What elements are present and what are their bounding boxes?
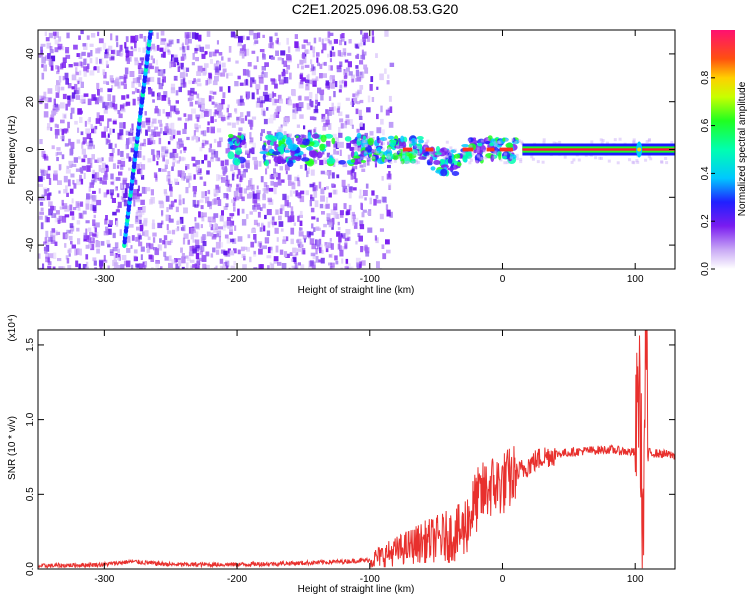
colorbar-tick-label: 0.8: [700, 70, 711, 84]
bottom-x-tick-label: -300: [94, 574, 114, 585]
bottom-x-axis-label: Height of straight line (km): [298, 584, 415, 595]
bottom-x-tick-label: -100: [360, 574, 380, 585]
top-y-tick-label: 40: [25, 48, 36, 60]
top-x-tick-label: -200: [227, 274, 247, 285]
bottom-y-tick-label: 1.5: [25, 338, 36, 352]
colorbar-label: Normalized spectral amplitude: [737, 81, 748, 216]
top-y-tick-label: 0: [25, 146, 36, 152]
colorbar-tick-label: 0.2: [700, 214, 711, 228]
bottom-x-tick-label: 0: [500, 574, 506, 585]
colorbar-tick-label: 0.4: [700, 166, 711, 180]
top-x-tick-label: 0: [500, 274, 506, 285]
top-x-axis-label: Height of straight line (km): [298, 285, 415, 296]
bottom-y-tick-label: 0.5: [25, 487, 36, 501]
bottom-y-tick-label: 0.0: [25, 562, 36, 576]
sloped-trace: [122, 30, 153, 249]
colorbar-tick-label: 0.0: [700, 262, 711, 276]
figure-title: C2E1.2025.096.08.53.G20: [291, 1, 459, 17]
bottom-x-tick-label: 100: [627, 574, 644, 585]
bottom-x-tick-label: -200: [227, 574, 247, 585]
top-y-tick-label: -40: [25, 237, 36, 252]
colorbar-tick-label: 0.6: [700, 118, 711, 132]
snr-series-line: [38, 330, 675, 569]
main-frequency-line: [402, 141, 675, 158]
colorbar: [711, 30, 735, 269]
top-y-tick-label: 20: [25, 96, 36, 108]
top-y-axis-label: Frequency (Hz): [7, 116, 18, 185]
noise-speckle: [38, 30, 395, 269]
top-x-tick-label: -100: [360, 274, 380, 285]
bottom-y-multiplier: (x10⁴): [7, 314, 18, 341]
bottom-y-tick-label: 1.0: [25, 412, 36, 426]
top-y-tick-label: -20: [25, 190, 36, 205]
top-x-tick-label: 100: [627, 274, 644, 285]
top-x-tick-label: -300: [94, 274, 114, 285]
snr-chart: -300 -200 -100 0 100 0.0 0.5 1.0 1.5 Height of s…: [7, 314, 676, 595]
bottom-plot-frame: [37, 329, 676, 570]
bottom-y-axis-label: SNR (10 * v/v): [7, 416, 18, 480]
